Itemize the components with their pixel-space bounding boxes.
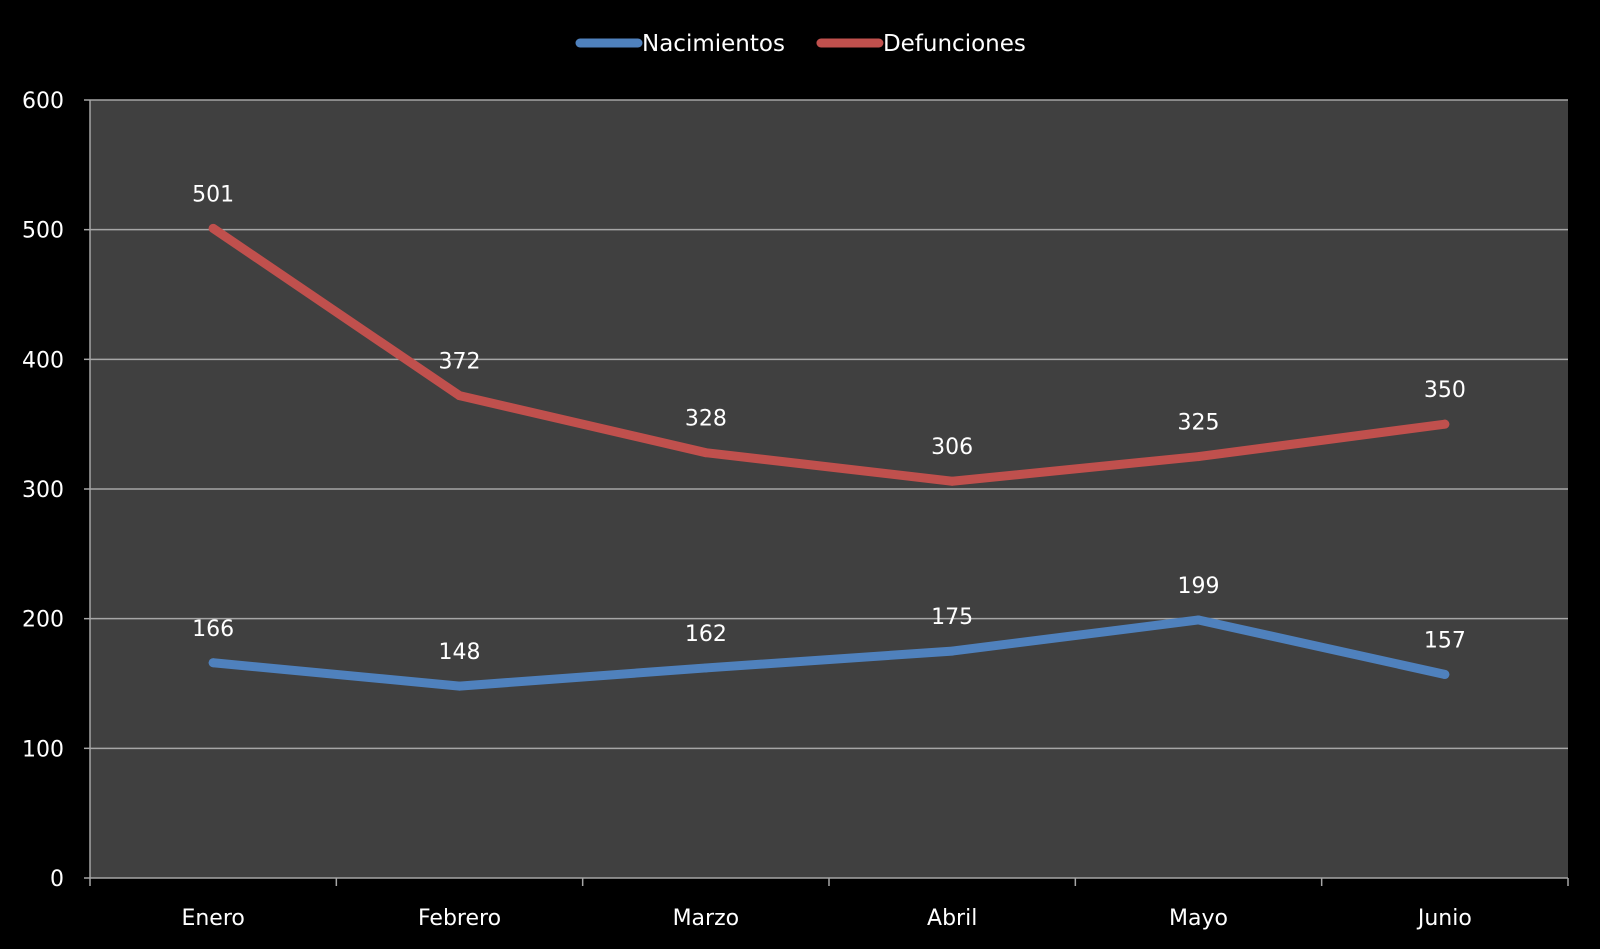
series bbox=[208, 223, 1450, 691]
data-label-nacimientos-1: 148 bbox=[439, 640, 481, 665]
series-line-nacimientos bbox=[208, 615, 1450, 691]
data-labels: 166 148 162 175 199 157 501 372 328 306 325 350 bbox=[192, 182, 1466, 665]
data-label-defunciones-0: 501 bbox=[192, 182, 234, 207]
data-label-nacimientos-4: 199 bbox=[1178, 574, 1220, 599]
y-tick-label-500: 500 bbox=[22, 219, 64, 244]
x-tick-label-marzo: Marzo bbox=[673, 906, 740, 931]
x-tick-label-febrero: Febrero bbox=[418, 906, 501, 931]
data-label-defunciones-5: 350 bbox=[1424, 378, 1466, 403]
data-point-nacimientos-4 bbox=[1194, 615, 1203, 625]
data-point-nacimientos-5 bbox=[1440, 669, 1450, 679]
x-tick-label-mayo: Mayo bbox=[1169, 906, 1228, 931]
data-label-nacimientos-2: 162 bbox=[685, 622, 727, 647]
x-tick-label-enero: Enero bbox=[181, 906, 244, 931]
data-point-nacimientos-0 bbox=[208, 658, 218, 668]
y-tick-label-200: 200 bbox=[22, 608, 64, 633]
data-point-defunciones-2 bbox=[701, 448, 711, 458]
legend: Nacimientos Defunciones bbox=[575, 31, 1026, 57]
y-tick-label-100: 100 bbox=[22, 737, 64, 762]
data-point-defunciones-1 bbox=[455, 391, 464, 401]
x-tick-label-junio: Junio bbox=[1416, 906, 1472, 931]
data-label-defunciones-1: 372 bbox=[439, 350, 481, 375]
series-line-defunciones bbox=[208, 223, 1450, 486]
data-label-nacimientos-0: 166 bbox=[192, 617, 234, 642]
y-tick-label-600: 600 bbox=[22, 89, 64, 114]
data-point-defunciones-4 bbox=[1194, 452, 1203, 462]
data-label-nacimientos-3: 175 bbox=[931, 605, 973, 630]
data-point-nacimientos-3 bbox=[947, 646, 957, 656]
data-label-defunciones-2: 328 bbox=[685, 407, 727, 432]
data-point-nacimientos-2 bbox=[701, 663, 711, 673]
x-tick-label-abril: Abril bbox=[927, 906, 977, 931]
y-tick-label-0: 0 bbox=[50, 867, 64, 892]
data-point-nacimientos-1 bbox=[455, 681, 464, 691]
data-point-defunciones-0 bbox=[208, 223, 218, 233]
gridlines bbox=[90, 99, 1568, 750]
data-label-nacimientos-5: 157 bbox=[1424, 628, 1466, 653]
axes: 0 100 200 300 400 500 600 Enero Febrero Marzo Abri… bbox=[22, 89, 1569, 931]
y-tick-label-300: 300 bbox=[22, 478, 64, 503]
data-point-defunciones-3 bbox=[947, 476, 957, 486]
data-label-defunciones-3: 306 bbox=[931, 435, 973, 460]
legend-label-nacimientos: Nacimientos bbox=[642, 31, 785, 57]
y-tick-label-400: 400 bbox=[22, 348, 64, 373]
legend-label-defunciones: Defunciones bbox=[883, 31, 1026, 57]
data-label-defunciones-4: 325 bbox=[1178, 411, 1220, 436]
data-point-defunciones-5 bbox=[1440, 419, 1450, 429]
